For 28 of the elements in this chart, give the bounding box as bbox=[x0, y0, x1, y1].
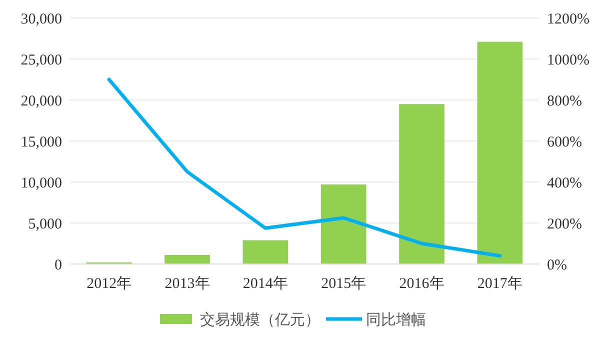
y-tick-label: 30,000 bbox=[20, 11, 62, 28]
y-tick-label: 25,000 bbox=[20, 52, 62, 68]
x-tick-label: 2015年 bbox=[321, 275, 366, 292]
y2-tick-label: 1000% bbox=[547, 52, 590, 68]
bar bbox=[477, 42, 523, 264]
y-tick-label: 0 bbox=[54, 257, 62, 274]
legend-label: 交易规模（亿元） bbox=[200, 311, 320, 328]
x-tick-label: 2017年 bbox=[477, 275, 522, 292]
y2-tick-label: 200% bbox=[547, 216, 582, 232]
legend-label: 同比增幅 bbox=[366, 311, 426, 328]
y-tick-label: 20,000 bbox=[20, 93, 62, 110]
bar bbox=[399, 104, 444, 264]
bar bbox=[320, 184, 366, 264]
x-tick-label: 2014年 bbox=[242, 275, 288, 292]
x-tick-label: 2016年 bbox=[399, 275, 444, 292]
y2-tick-label: 400% bbox=[547, 175, 582, 192]
y-tick-label: 15,000 bbox=[20, 134, 62, 150]
y-tick-label: 5,000 bbox=[28, 216, 62, 232]
y2-tick-label: 0% bbox=[547, 257, 567, 274]
bar bbox=[242, 240, 288, 264]
x-tick-label: 2012年 bbox=[86, 275, 132, 292]
y2-tick-label: 1200% bbox=[547, 11, 590, 28]
x-tick-label: 2013年 bbox=[164, 275, 210, 292]
y2-tick-label: 600% bbox=[547, 134, 582, 150]
y-tick-label: 10,000 bbox=[20, 175, 62, 192]
line-series bbox=[107, 78, 502, 258]
bar bbox=[164, 254, 210, 264]
y2-tick-label: 800% bbox=[547, 93, 582, 110]
